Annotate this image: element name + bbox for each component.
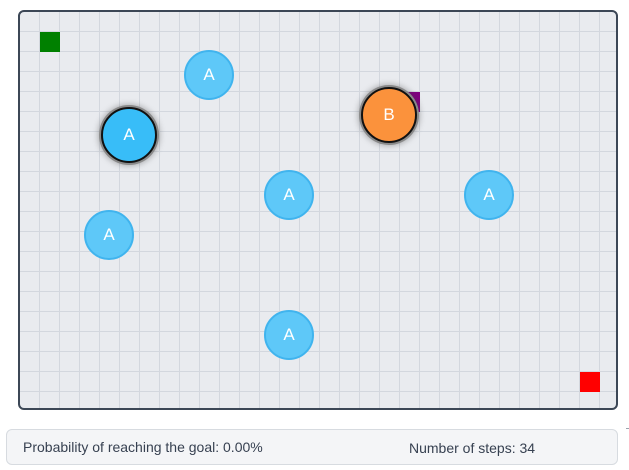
agent-a-trail: A [84,210,134,260]
agent-a-trail: A [464,170,514,220]
agent-a-trail: A [264,310,314,360]
step-count-text: Number of steps: 34 [409,440,536,456]
status-bar: Probability of reaching the goal: 0.00% … [6,429,618,465]
agent-b[interactable]: B [361,87,417,143]
agent-a-trail: A [264,170,314,220]
agent-a-trail: A [184,50,234,100]
goal-square [580,372,600,392]
agent-a-current[interactable]: A [101,107,157,163]
edge-divider [626,428,629,429]
start-square [40,32,60,52]
game-board[interactable]: A A B A A A A [18,10,618,410]
goal-probability-text: Probability of reaching the goal: 0.00% [23,439,263,455]
